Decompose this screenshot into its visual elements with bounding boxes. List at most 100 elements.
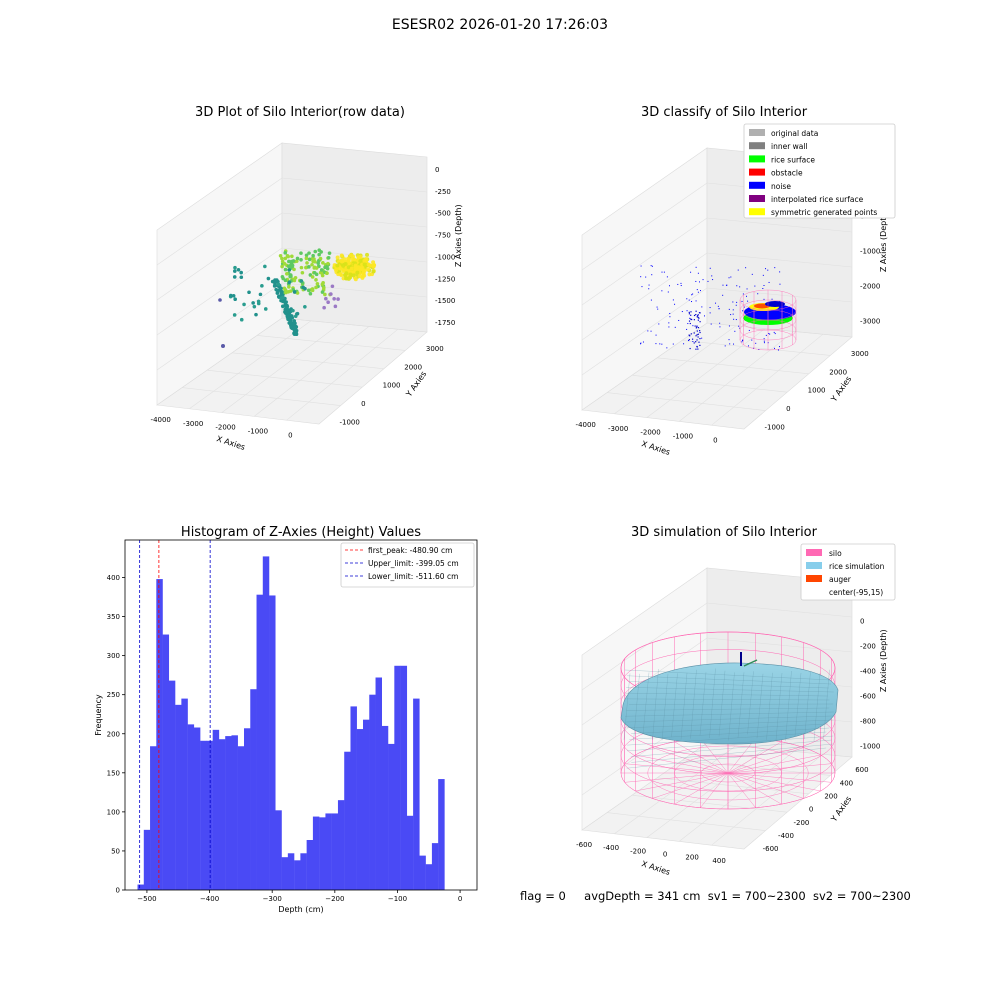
raw-point: [299, 257, 303, 262]
histogram-bar: [300, 853, 307, 890]
noise-point: [741, 341, 743, 343]
histogram-bar: [269, 595, 276, 890]
noise-point: [692, 293, 694, 295]
raw-point: [333, 268, 338, 273]
mesh-line: [629, 681, 829, 689]
flag-text: flag = 0: [520, 889, 566, 903]
noise-point: [736, 301, 738, 303]
sim-z-tick: -200: [860, 643, 876, 651]
classify-x-tick: 0: [713, 436, 717, 444]
sim-z-tick: -400: [860, 668, 876, 676]
legend-label-2: rice surface: [771, 155, 815, 164]
sim-z-tick: -600: [860, 693, 876, 701]
legend-label-1: inner wall: [771, 142, 808, 151]
noise-point: [690, 311, 692, 313]
mesh-line: [623, 673, 631, 740]
simulation-plot-title: 3D simulation of Silo Interior: [631, 525, 818, 540]
histogram-bar: [168, 680, 176, 890]
histogram-bar: [425, 864, 433, 890]
raw-point: [292, 278, 297, 283]
raw-point: [344, 276, 349, 281]
histogram-bar: [156, 579, 163, 890]
raw-point: [322, 305, 326, 310]
noise-point: [696, 325, 698, 327]
histogram-bar: [162, 634, 170, 890]
noise-point: [680, 282, 682, 284]
noise-point: [669, 316, 671, 318]
raw-point: [325, 271, 329, 276]
raw-point: [313, 249, 318, 254]
panel-classify-3d: 3D classify of Silo Interior -4000 -3000 -2…: [576, 105, 896, 457]
raw-point: [303, 305, 307, 309]
raw-point: [281, 295, 285, 300]
noise-point: [688, 313, 690, 315]
raw-point: [287, 268, 292, 272]
legend-swatch-3: [749, 168, 765, 176]
raw-point: [324, 296, 328, 301]
classify-legend: original data inner wall rice surface obsta…: [743, 123, 896, 219]
histogram-bar: [193, 727, 201, 890]
raw-point: [349, 253, 354, 258]
raw-point: [311, 253, 315, 258]
noise-point: [668, 285, 670, 287]
noise-point: [695, 327, 697, 329]
raw-point: [335, 255, 340, 260]
noise-point: [751, 273, 753, 275]
histogram-bar: [363, 719, 370, 890]
noise-point: [697, 336, 699, 338]
raw-x-tick: -4000: [151, 416, 171, 424]
noise-point: [709, 312, 711, 314]
histogram-bar: [200, 740, 207, 890]
noise-point: [768, 333, 770, 335]
noise-point: [690, 271, 692, 273]
classify-x-label: X Axies: [640, 439, 671, 457]
raw-point: [276, 279, 280, 284]
raw-z-tick: -1500: [435, 297, 455, 305]
raw-point: [292, 319, 297, 323]
noise-point: [699, 344, 701, 346]
histogram-bar: [256, 594, 263, 890]
mesh-line: [661, 673, 669, 741]
noise-point: [763, 342, 765, 344]
mesh-line: [718, 670, 726, 737]
raw-point: [353, 263, 358, 268]
noise-point: [739, 286, 741, 288]
mesh-line: [627, 675, 831, 685]
raw-point: [273, 283, 277, 288]
noise-point: [666, 347, 668, 349]
noise-point: [748, 329, 750, 331]
sim-x-tick: 400: [712, 857, 725, 865]
raw-point: [325, 266, 330, 271]
mesh-line: [624, 669, 831, 681]
raw-point: [366, 267, 371, 272]
raw-point: [348, 272, 353, 277]
y-tick-label: 100: [107, 808, 120, 816]
raw-point: [368, 263, 373, 268]
raw-point: [341, 263, 346, 268]
sim-x-tick: -400: [603, 844, 619, 852]
y-tick-label: 250: [107, 691, 120, 699]
noise-point: [697, 315, 699, 317]
raw-point: [292, 326, 297, 330]
noise-point: [769, 333, 771, 335]
noise-point: [710, 323, 712, 325]
noise-point: [754, 285, 756, 287]
raw-point: [239, 270, 243, 275]
raw-point: [343, 267, 348, 272]
noise-point: [648, 288, 650, 290]
raw-point: [310, 262, 314, 267]
histogram-bar: [262, 556, 270, 890]
raw-z-tick: -250: [435, 188, 451, 196]
raw-point: [280, 304, 285, 309]
noise-point: [767, 269, 769, 271]
classify-y-tick: 1000: [808, 387, 826, 395]
sim-legend-swatch-0: [806, 549, 822, 556]
noise-point: [742, 293, 744, 295]
mesh-line: [690, 669, 697, 739]
sim-legend-label-3: center(-95,15): [829, 588, 883, 597]
noise-point: [668, 322, 670, 324]
noise-point: [762, 287, 764, 289]
silo-floor-ring: [674, 754, 782, 792]
noise-point: [697, 326, 700, 329]
noise-point: [696, 334, 698, 336]
